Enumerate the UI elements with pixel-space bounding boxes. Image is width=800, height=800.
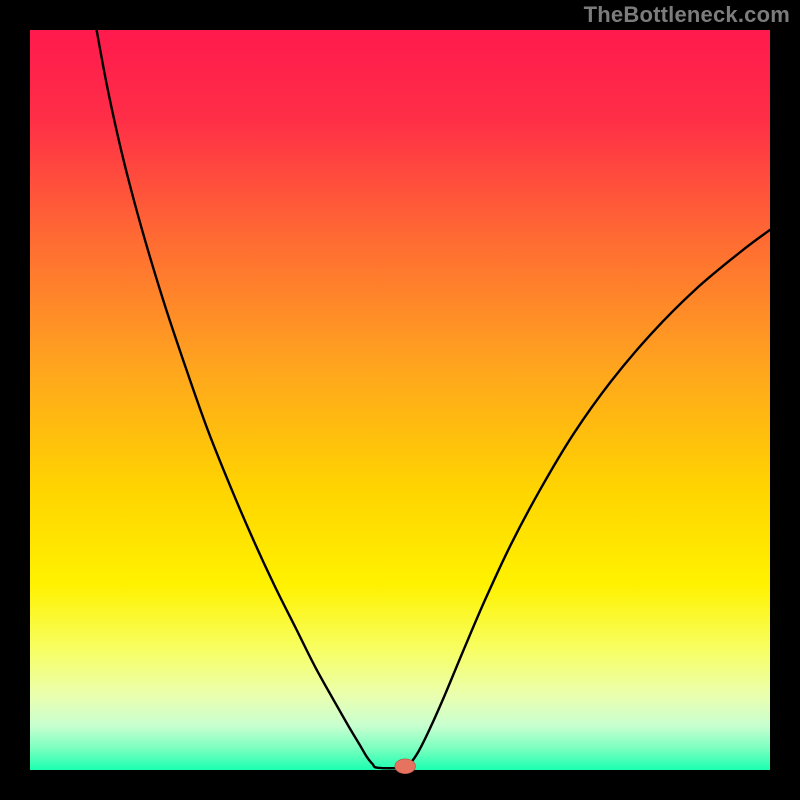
watermark-text: TheBottleneck.com	[584, 2, 790, 28]
plot-background	[30, 30, 770, 770]
optimal-point-marker	[395, 759, 416, 774]
chart-container: TheBottleneck.com	[0, 0, 800, 800]
bottleneck-chart	[0, 0, 800, 800]
